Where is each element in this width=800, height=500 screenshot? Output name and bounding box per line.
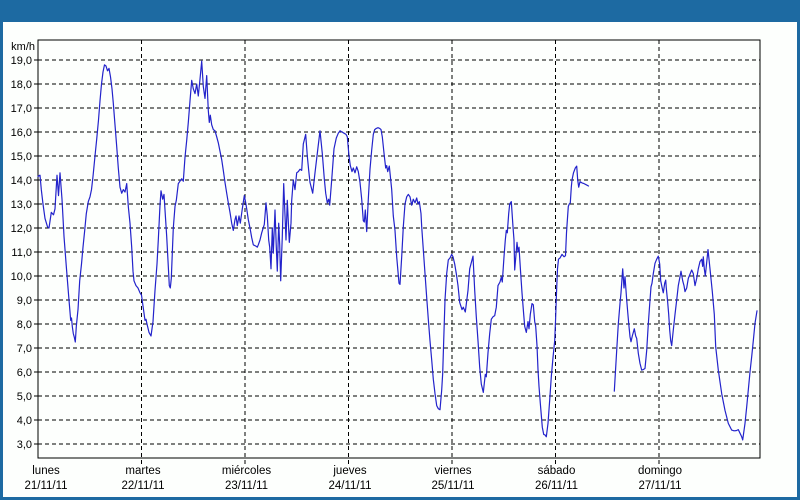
y-tick-label: 4,0 (17, 415, 32, 427)
day-label: miércoles (222, 465, 271, 477)
date-label: 27/11/11 (638, 480, 681, 492)
y-tick-label: 15,0 (11, 151, 32, 163)
y-tick-label: 6,0 (17, 367, 32, 379)
plot-border (37, 39, 761, 459)
day-label: jueves (332, 465, 366, 477)
y-tick-label: 5,0 (17, 391, 32, 403)
day-label: sábado (538, 465, 576, 477)
y-tick-label: 19,0 (11, 55, 32, 67)
date-label: 25/11/11 (431, 480, 474, 492)
title-bar-background (3, 3, 797, 22)
y-tick-label: 10,0 (11, 271, 32, 283)
date-label: 22/11/11 (121, 480, 164, 492)
y-tick-label: 14,0 (11, 175, 32, 187)
y-tick-label: 9,0 (17, 295, 32, 307)
y-tick-label: 16,0 (11, 127, 32, 139)
y-tick-label: 17,0 (11, 103, 32, 115)
date-label: 21/11/11 (24, 480, 67, 492)
y-tick-label: 8,0 (17, 319, 32, 331)
y-tick-label: 12,0 (11, 223, 32, 235)
y-tick-label: 3,0 (17, 439, 32, 451)
date-label: 24/11/11 (328, 480, 371, 492)
y-tick-label: 18,0 (11, 79, 32, 91)
day-label: domingo (638, 465, 682, 477)
day-label: martes (125, 465, 160, 477)
day-label: lunes (32, 465, 60, 477)
y-tick-label: 11,0 (11, 247, 32, 259)
date-label: 23/11/11 (225, 480, 268, 492)
wind-speed-line-segment (37, 60, 590, 438)
y-tick-label: 7,0 (17, 343, 32, 355)
wind-speed-line-segment (613, 249, 758, 441)
y-tick-label: 13,0 (11, 199, 32, 211)
day-label: viernes (434, 465, 471, 477)
y-axis-title: km/h (11, 41, 35, 53)
date-label: 26/11/11 (535, 480, 578, 492)
